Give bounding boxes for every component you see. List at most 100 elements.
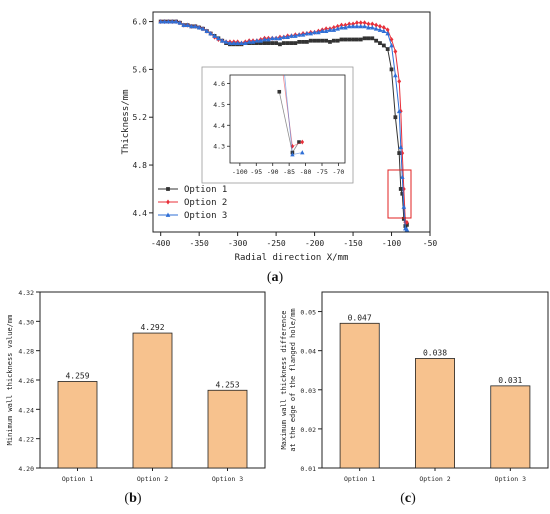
bar	[415, 358, 455, 469]
data-point	[223, 39, 229, 44]
data-point	[216, 35, 221, 41]
data-point	[366, 25, 371, 30]
data-point	[173, 19, 179, 24]
bar-value-label: 0.038	[423, 348, 447, 357]
panel-label-a: (a)	[267, 270, 284, 285]
data-point	[235, 40, 240, 45]
data-point	[393, 115, 398, 120]
y-tick-label: 0.05	[300, 309, 316, 317]
panel-c-chart: 0.01 0.02 0.03 0.04 0.05 0.047 Option 1 0.038 Op…	[280, 291, 549, 483]
data-point	[369, 25, 375, 30]
y-tick-label: 4.22	[18, 436, 34, 444]
data-point	[328, 39, 332, 44]
data-point	[262, 41, 267, 45]
data-point	[316, 38, 321, 43]
data-point	[381, 25, 386, 31]
x-tick-label: -400	[151, 239, 170, 248]
data-point	[246, 39, 252, 44]
data-point	[335, 38, 340, 43]
y-tick-label: 0.04	[300, 348, 316, 356]
data-point	[289, 41, 294, 45]
data-point	[385, 31, 390, 36]
inset-chart: -100 -95 -90 -85 -80 -75 -70 4.3 4.4 4.5 4.6	[201, 66, 354, 184]
data-point	[231, 40, 237, 45]
inset-series	[277, 75, 305, 157]
panel-label-part: )	[411, 491, 416, 506]
data-point	[385, 27, 390, 33]
data-point	[239, 40, 244, 45]
panel-label-b: (b)	[124, 491, 141, 506]
y-axis-title: Thickness/mm	[121, 89, 131, 154]
data-point	[347, 37, 352, 42]
y-tick-label: 4.32	[18, 289, 34, 297]
x-tick-label: Option 1	[62, 475, 93, 483]
legend-label: Option 3	[184, 211, 227, 221]
inset-y-tick-label: 4.5	[213, 101, 225, 109]
legend-label: Option 1	[184, 185, 227, 195]
data-point	[404, 227, 410, 232]
data-point	[398, 108, 403, 114]
data-point	[316, 29, 321, 35]
data-point	[331, 38, 336, 43]
bar	[132, 332, 173, 469]
data-point	[300, 150, 305, 155]
x-tick-label: -350	[190, 239, 209, 248]
data-point	[277, 89, 282, 94]
data-point	[262, 37, 267, 42]
data-point	[385, 47, 390, 51]
data-point	[398, 144, 404, 150]
data-point	[339, 25, 344, 30]
data-point	[362, 20, 367, 26]
panel-label-part: (	[267, 270, 272, 285]
data-point	[366, 36, 371, 41]
data-point	[324, 38, 329, 43]
y-tick-label: 0.02	[300, 426, 316, 434]
data-point	[297, 39, 302, 44]
data-point	[400, 191, 405, 196]
data-point	[185, 22, 190, 28]
x-tick-label: -300	[228, 239, 247, 248]
data-point	[378, 23, 382, 29]
data-point	[208, 31, 214, 36]
data-point	[281, 34, 287, 40]
data-point	[381, 43, 386, 48]
data-point	[181, 22, 187, 28]
data-point	[350, 23, 356, 29]
data-point	[370, 21, 375, 27]
y-tick-label: 4.4	[133, 209, 148, 218]
data-point	[165, 212, 171, 217]
x-tick-label: -50	[423, 239, 438, 248]
data-point	[278, 42, 282, 47]
panel-b-chart: 4.20 4.22 4.24 4.26 4.28 4.30 4.32 4.259 Option …	[6, 289, 266, 483]
data-point	[381, 28, 387, 34]
y-tick-label: 4.30	[18, 318, 34, 326]
data-point	[166, 199, 170, 205]
data-point	[374, 38, 379, 43]
data-point	[293, 41, 298, 45]
y-axis-title-line: at the edge of the flanged hole/mm	[289, 308, 297, 451]
data-point	[258, 38, 264, 43]
y-tick-label: 4.20	[18, 465, 34, 473]
data-point	[308, 31, 314, 36]
data-point	[296, 32, 302, 37]
data-point	[274, 41, 279, 45]
bar-value-label: 0.047	[348, 313, 372, 322]
data-point	[370, 36, 375, 41]
data-point	[166, 19, 171, 24]
data-point	[400, 174, 405, 179]
data-point	[193, 23, 198, 29]
x-tick-label: -150	[343, 239, 362, 248]
data-point	[300, 139, 305, 145]
data-point	[200, 26, 206, 31]
inset-y-tick-label: 4.3	[213, 143, 225, 151]
data-point	[266, 41, 271, 45]
data-point	[290, 152, 295, 157]
inset-x-tick-label: -95	[250, 168, 262, 176]
x-tick-label: -250	[266, 239, 285, 248]
data-point	[355, 20, 359, 26]
legend-label: Option 2	[184, 198, 227, 208]
x-axis-title: Radial direction X/mm	[235, 253, 349, 263]
data-point	[212, 33, 217, 38]
panel-label-part: (	[400, 491, 405, 506]
data-point	[373, 26, 379, 31]
